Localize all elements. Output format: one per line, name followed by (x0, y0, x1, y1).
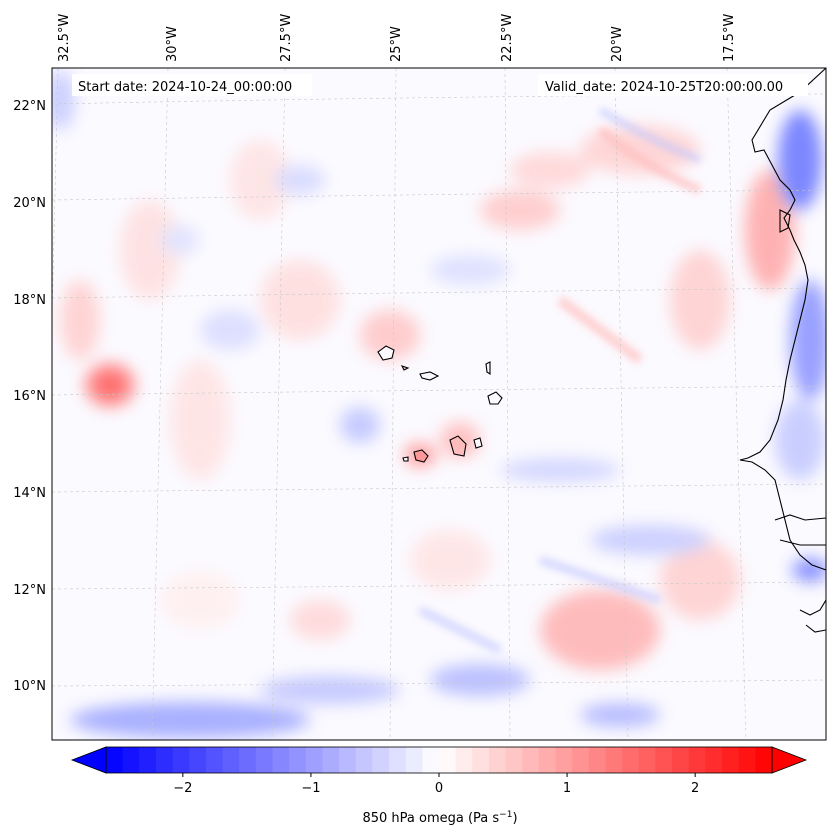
lon-label: 17.5°W (722, 14, 737, 62)
colorbar-low-extend (70, 746, 107, 774)
colorbar-cell (705, 747, 723, 773)
colorbar-cell (505, 747, 523, 773)
start-date-label: Start date: 2024-10-24_00:00:00 (78, 80, 292, 95)
colorbar-cell (322, 747, 340, 773)
graticule (52, 68, 826, 740)
colorbar-cell (722, 747, 740, 773)
colorbar-label-close: ) (512, 811, 517, 826)
colorbar-cell (422, 747, 440, 773)
colorbar: −2 −1 0 1 2 850 hPa omega (Pa s−1) (70, 746, 808, 826)
lat-label: 20°N (13, 196, 46, 211)
colorbar-cell (355, 747, 373, 773)
colorbar-cell (239, 747, 257, 773)
colorbar-cell (155, 747, 174, 773)
lon-label: 22.5°W (500, 14, 515, 62)
colorbar-cell (122, 747, 140, 773)
lon-label: 32.5°W (57, 14, 72, 62)
colorbar-tick-label: −1 (301, 781, 320, 796)
lat-label: 16°N (13, 389, 46, 404)
lat-label: 22°N (13, 99, 46, 114)
map-background (52, 68, 826, 740)
colorbar-cell (655, 747, 673, 773)
colorbar-cell (572, 747, 590, 773)
lat-label: 10°N (13, 679, 46, 694)
latitude-labels: 22°N 20°N 18°N 16°N 14°N 12°N 10°N (13, 99, 46, 694)
colorbar-cell (372, 747, 390, 773)
colorbar-cell (172, 747, 190, 773)
colorbar-cell (205, 747, 224, 773)
colorbar-cell (289, 747, 307, 773)
colorbar-ticks: −2 −1 0 1 2 (173, 773, 699, 796)
islands (377, 345, 503, 463)
start-date-box (72, 74, 312, 96)
longitude-labels: 32.5°W 30°W 27.5°W 25°W 22.5°W 20°W 17.5… (57, 14, 737, 62)
colorbar-cell (688, 747, 706, 773)
colorbar-cell (305, 747, 323, 773)
colorbar-cell (272, 747, 290, 773)
colorbar-tick-label: 1 (563, 781, 571, 796)
colorbar-cell (488, 747, 507, 773)
colorbar-cell (389, 747, 407, 773)
lon-label: 30°W (165, 26, 180, 62)
colorbar-label: 850 hPa omega (Pa s−1) (362, 810, 517, 826)
colorbar-cell (405, 747, 423, 773)
colorbar-cell (588, 747, 606, 773)
lat-label: 18°N (13, 293, 46, 308)
colorbar-cell (672, 747, 690, 773)
colorbar-cell (339, 747, 357, 773)
coastlines (739, 68, 826, 633)
colorbar-cell (638, 747, 656, 773)
colorbar-cell (255, 747, 273, 773)
colorbar-cell (455, 747, 473, 773)
colorbar-cell (605, 747, 623, 773)
colorbar-cell (222, 747, 240, 773)
valid-date-box (538, 74, 808, 96)
colorbar-cell (755, 747, 773, 773)
lat-label: 12°N (13, 583, 46, 598)
lon-label: 27.5°W (279, 14, 294, 62)
colorbar-tick-label: 2 (691, 781, 699, 796)
valid-date-label: Valid_date: 2024-10-25T20:00:00.00 (545, 80, 783, 95)
colorbar-tick-label: 0 (435, 781, 443, 796)
colorbar-cell (738, 747, 756, 773)
colorbar-cell (538, 747, 557, 773)
colorbar-cell (472, 747, 490, 773)
colorbar-cell (439, 747, 457, 773)
colorbar-cell (622, 747, 640, 773)
lon-label: 25°W (389, 26, 404, 62)
colorbar-cell (106, 747, 124, 773)
colorbar-label-text: 850 hPa omega (Pa s (362, 811, 499, 826)
colorbar-cells (106, 747, 773, 773)
lon-label: 20°W (610, 26, 625, 62)
colorbar-cell (139, 747, 157, 773)
colorbar-label-exponent: −1 (499, 810, 512, 820)
map-frame (51, 67, 827, 741)
colorbar-cell (522, 747, 540, 773)
colorbar-high-extend (771, 746, 808, 774)
lat-label: 14°N (13, 486, 46, 501)
colorbar-cell (555, 747, 573, 773)
colorbar-cell (189, 747, 207, 773)
colorbar-tick-label: −2 (173, 781, 192, 796)
